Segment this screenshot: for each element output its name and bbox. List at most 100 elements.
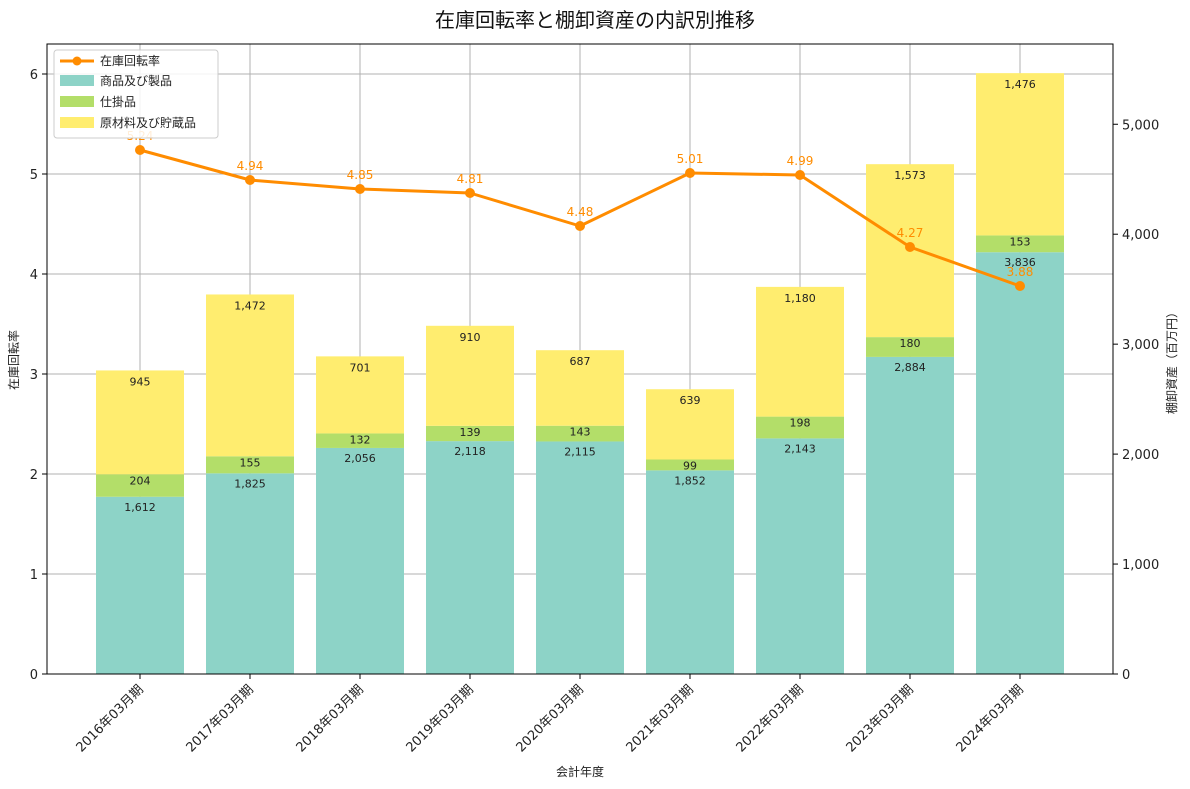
bar-value-label: 2,143	[784, 442, 816, 455]
bar-segment	[536, 441, 624, 674]
bar-value-label: 132	[350, 433, 371, 446]
turnover-point	[355, 184, 365, 194]
tick-label-left: 5	[30, 168, 38, 183]
legend-box	[53, 49, 219, 139]
y-axis-right-label: 棚卸資産（百万円）	[1164, 306, 1179, 414]
bar-segment	[206, 294, 294, 457]
legend-swatch-materials	[60, 117, 94, 128]
turnover-value-label: 5.01	[677, 152, 704, 166]
legend: 在庫回転率 商品及び製品 仕掛品 原材料及び貯蔵品	[53, 49, 219, 139]
legend-swatch-products	[60, 75, 94, 86]
bar-segment	[206, 473, 294, 674]
bar-value-label: 1,825	[234, 477, 266, 490]
bar-value-label: 701	[350, 361, 371, 374]
bars: 1,612 204 945 1,825 155 1,472 2,056 132 701 2,118…	[96, 73, 1064, 674]
bar-value-label: 1,472	[234, 299, 266, 312]
bar-value-label: 3,836	[1004, 256, 1036, 269]
bar-segment	[866, 356, 954, 674]
bar-segment	[426, 441, 514, 674]
tick-label-left: 2	[30, 468, 38, 483]
bar-segment	[976, 252, 1064, 674]
bar-value-label: 2,115	[564, 445, 596, 458]
bar-value-label: 687	[570, 355, 591, 368]
bar-segment	[646, 459, 734, 471]
bar-segment	[316, 356, 404, 434]
bar-segment	[96, 474, 184, 497]
bar-segment	[96, 370, 184, 475]
category-label: 2018年03月期	[294, 682, 367, 755]
legend-label-turnover: 在庫回転率	[100, 53, 160, 68]
bar-value-label: 1,180	[784, 292, 816, 305]
category-label: 2016年03月期	[74, 682, 147, 755]
bar-segment	[976, 235, 1064, 253]
bar-value-label: 139	[460, 426, 481, 439]
chart-title: 在庫回転率と棚卸資産の内訳別推移	[435, 8, 755, 32]
bar-segment	[206, 456, 294, 474]
bar-segment	[426, 325, 514, 426]
bar-segment	[756, 286, 844, 417]
bar-segment	[316, 447, 404, 674]
tick-label-left: 1	[30, 568, 38, 583]
legend-label-products: 商品及び製品	[100, 73, 172, 88]
bar-value-label: 639	[680, 394, 701, 407]
bar-segment	[976, 73, 1064, 236]
turnover-value-label: 4.27	[897, 226, 924, 240]
legend-swatch-wip	[60, 96, 94, 107]
bar-value-label: 143	[570, 426, 591, 439]
turnover-value-label: 4.99	[787, 154, 814, 168]
turnover-value-label: 4.48	[567, 205, 594, 219]
bar-value-label: 180	[900, 337, 921, 350]
bar-segment	[646, 389, 734, 460]
tick-label-right: 4,000	[1122, 228, 1159, 243]
bar-value-label: 2,118	[454, 445, 486, 458]
bar-value-label: 1,573	[894, 169, 926, 182]
category-label: 2021年03月期	[624, 682, 697, 755]
tick-label-left: 4	[30, 268, 38, 283]
bar-value-label: 99	[683, 459, 697, 472]
category-label: 2022年03月期	[734, 682, 807, 755]
y-axis-left-label: 在庫回転率	[6, 330, 21, 390]
bar-value-label: 2,056	[344, 452, 376, 465]
bar-segment	[536, 350, 624, 426]
tick-label-right: 1,000	[1122, 558, 1159, 573]
bar-value-label: 153	[1010, 235, 1031, 248]
turnover-point	[465, 188, 475, 198]
bar-segment	[426, 425, 514, 442]
tick-label-right: 5,000	[1122, 118, 1159, 133]
bar-segment	[756, 438, 844, 674]
turnover-point	[245, 175, 255, 185]
turnover-point	[795, 170, 805, 180]
bar-value-label: 910	[460, 331, 481, 344]
bar-value-label: 1,612	[124, 501, 156, 514]
tick-label-left: 3	[30, 368, 38, 383]
turnover-point	[685, 168, 695, 178]
bar-segment	[866, 337, 954, 357]
bar-segment	[316, 433, 404, 448]
category-label: 2023年03月期	[844, 682, 917, 755]
bar-segment	[756, 416, 844, 439]
legend-line-marker	[72, 56, 82, 66]
category-label: 2017年03月期	[184, 682, 257, 755]
x-axis-label: 会計年度	[556, 764, 604, 779]
turnover-value-label: 4.94	[237, 159, 264, 173]
category-label: 2024年03月期	[954, 682, 1027, 755]
tick-label-right: 3,000	[1122, 338, 1159, 353]
bar-value-label: 155	[240, 456, 261, 469]
bar-value-label: 2,884	[894, 361, 926, 374]
turnover-point	[1015, 281, 1025, 291]
bar-value-label: 945	[130, 375, 151, 388]
category-label: 2020年03月期	[514, 682, 587, 755]
bar-value-label: 1,852	[674, 474, 706, 487]
bar-value-label: 198	[790, 417, 811, 430]
tick-label-right: 0	[1122, 668, 1130, 683]
legend-label-materials: 原材料及び貯蔵品	[100, 116, 196, 130]
turnover-point	[575, 221, 585, 231]
bar-value-label: 204	[130, 474, 151, 487]
turnover-value-label: 4.81	[457, 172, 484, 186]
tick-label-right: 2,000	[1122, 448, 1159, 463]
turnover-value-label: 4.85	[347, 168, 374, 182]
bar-segment	[96, 496, 184, 674]
bar-segment	[536, 425, 624, 442]
turnover-point	[135, 145, 145, 155]
